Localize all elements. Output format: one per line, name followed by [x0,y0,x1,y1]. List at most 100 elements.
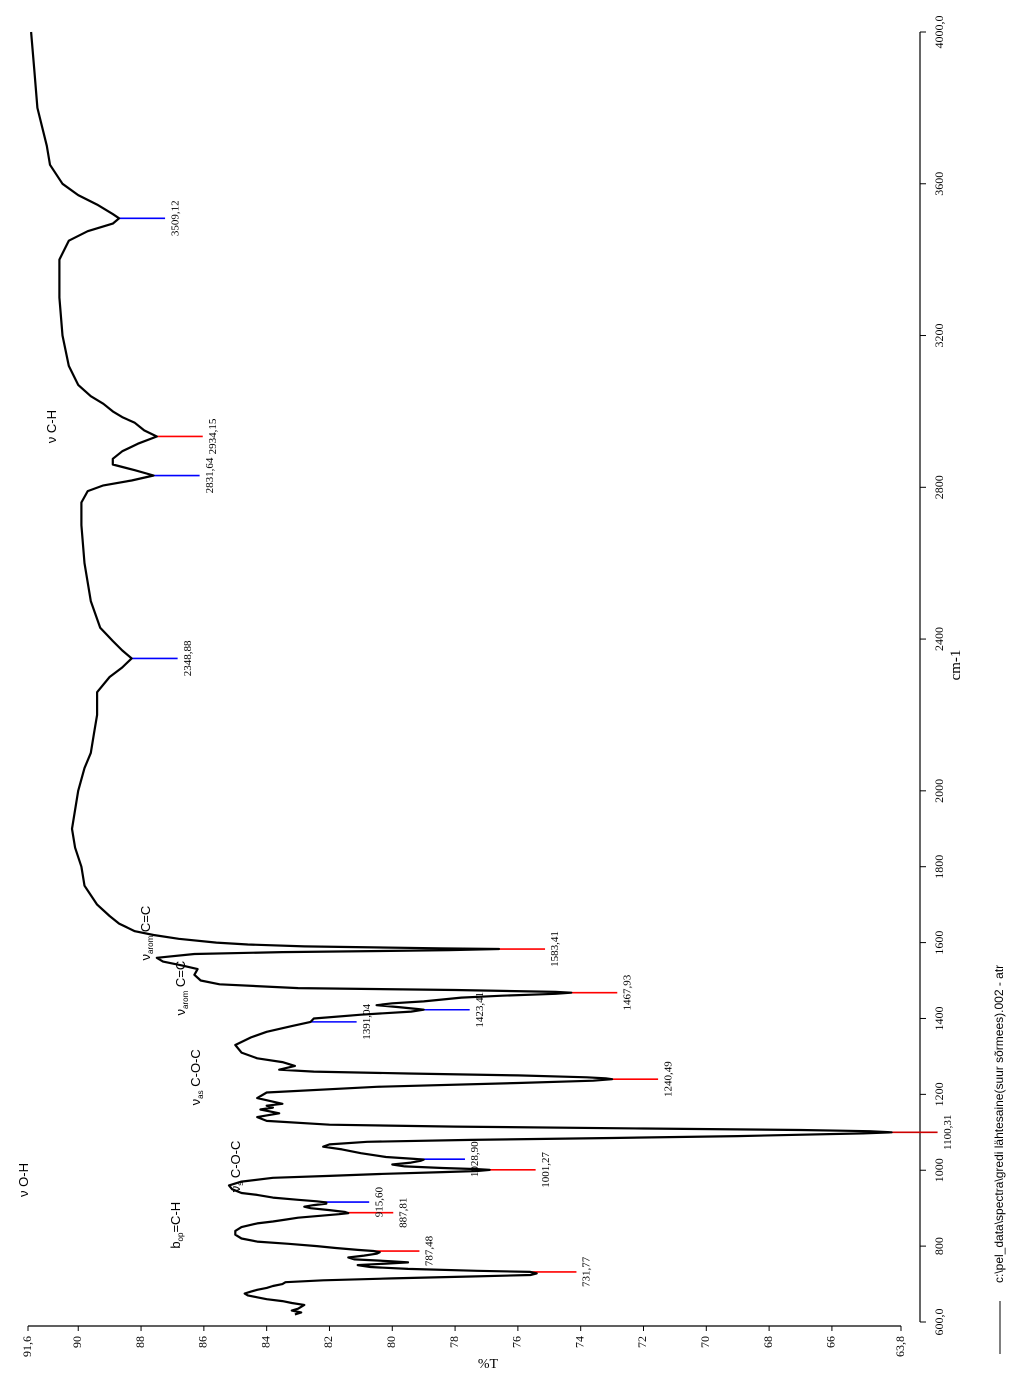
x-tick-label: 4000,0 [932,16,946,49]
peak-label-group: 1240,49 [662,1061,674,1097]
x-tick-label: 800 [932,1237,946,1255]
band-annotation-label: ν O-H [16,1163,31,1197]
y-tick-label-group: 80 [384,1336,398,1348]
band-annotation: νas C-O-C [188,1049,205,1105]
peak-label-group: 1467,93 [621,974,633,1010]
y-tick-label-group: 70 [698,1336,712,1348]
y-tick-label-group: 84 [258,1336,272,1348]
peak-label: 1001,27 [540,1151,552,1187]
x-tick-label: 1000 [932,1158,946,1182]
y-tick-label-group: 86 [196,1336,210,1348]
x-tick-label-group: 3200 [932,324,946,348]
y-tick-label-group: 66 [824,1336,838,1348]
y-tick-label-group: 82 [321,1336,335,1348]
x-tick-label-group: 2000 [932,779,946,803]
y-tick-label: 91,6 [20,1336,34,1357]
band-annotation: νs C-O-C [228,1141,245,1193]
band-annotation: ν O-H [16,1163,31,1197]
peak-label: 1028,90 [469,1141,481,1177]
peak-label: 1100,31 [942,1115,954,1150]
y-tick-label-group: 90 [70,1336,84,1348]
peak-label: 2831,64 [204,457,216,493]
peak-label-group: 1423,41 [474,992,486,1028]
y-tick-label-group: 68 [761,1336,775,1348]
band-annotation: νarom C=C [173,961,190,1016]
peak-label-group: 2348,88 [182,640,194,676]
x-tick-label-group: 1200 [932,1082,946,1106]
x-tick-label: 3600 [932,172,946,196]
x-tick-label: 1600 [932,931,946,955]
y-tick-label-group: 63,8 [893,1336,907,1357]
y-tick-label-group: 74 [572,1336,586,1348]
x-tick-label-group: 1000 [932,1158,946,1182]
x-tick-label: 2000 [932,779,946,803]
y-tick-label: 72 [635,1336,649,1348]
peak-label: 2934,15 [207,418,219,454]
axes [28,32,921,1327]
x-tick-label-group: 3600 [932,172,946,196]
peak-label: 2348,88 [182,640,194,676]
peak-label-group: 1001,27 [540,1151,552,1187]
x-tick-label: 1400 [932,1006,946,1030]
x-tick-label-group: 800 [932,1237,946,1255]
y-tick-label: 63,8 [893,1336,907,1357]
x-tick-label-group: 2400 [932,627,946,651]
x-tick-label-group: 4000,0 [932,16,946,49]
peak-label: 915,60 [373,1186,385,1217]
x-tick-label: 2400 [932,627,946,651]
y-tick-label: 84 [258,1336,272,1348]
y-tick-label: 82 [321,1336,335,1348]
peak-label: 1467,93 [621,974,633,1010]
y-tick-label: 88 [133,1336,147,1348]
peak-label-group: 1100,31 [942,1115,954,1150]
peak-label-group: 3509,12 [169,200,181,236]
band-annotation-label: ν C-H [44,410,59,443]
x-tick-label-group: 1800 [932,855,946,879]
y-tick-label: 66 [824,1336,838,1348]
y-tick-label-group: 72 [635,1336,649,1348]
peak-label-group: 1391,04 [361,1004,373,1040]
x-tick-label: 3200 [932,324,946,348]
band-annotation-label: νarom C=C [138,906,155,961]
peak-label: 1423,41 [474,992,486,1028]
peak-label-group: 2831,64 [204,457,216,493]
peak-label-group: 731,77 [581,1256,593,1287]
peak-label: 3509,12 [169,200,181,236]
x-tick-label: 2800 [932,475,946,499]
y-tick-label: 74 [572,1336,586,1348]
x-axis-title-text: cm-1 [948,650,964,681]
y-tick-label: 70 [698,1336,712,1348]
peak-markers [119,217,938,1273]
peak-label-group: 1583,41 [549,931,561,967]
peak-label-group: 787,48 [424,1235,436,1266]
peak-label: 1583,41 [549,931,561,967]
peak-label: 787,48 [424,1235,436,1266]
peak-label-group: 1028,90 [469,1141,481,1177]
y-tick-label-group: 91,6 [20,1336,34,1357]
x-axis-ticks: 4000,0 3600 3200 2800 2400 2000 1800 1600 1400 12… [920,16,946,1336]
y-tick-label: 78 [447,1336,461,1348]
band-annotation-label: νas C-O-C [188,1049,205,1105]
peak-label: 887,81 [397,1198,409,1228]
y-tick-label: 76 [510,1336,524,1348]
x-tick-label-group: 1600 [932,931,946,955]
peak-label: 731,77 [581,1256,593,1287]
x-axis-title: cm-1 [948,650,964,681]
spectrum-line [30,31,893,1316]
peak-label-group: 2934,15 [207,418,219,454]
peak-label: 1391,04 [361,1004,373,1040]
band-annotation: ν C-H [44,410,59,443]
y-tick-label-group: 78 [447,1336,461,1348]
peak-label-group: 887,81 [397,1198,409,1228]
y-tick-label-group: 88 [133,1336,147,1348]
band-annotation: νarom C=C [138,906,155,961]
legend: c:\pel_data\spectra\gredi lähtesaine(suu… [992,965,1006,1354]
band-annotation-label: bop=C-H [168,1202,185,1249]
y-axis-title-text: %T [478,1357,499,1372]
peak-label-group: 915,60 [373,1186,385,1217]
x-tick-label-group: 600,0 [932,1309,946,1336]
x-tick-label: 1800 [932,855,946,879]
peak-label: 1240,49 [662,1061,674,1097]
band-annotations: ν O-H ν C-H νarom C=C νarom C=C νas C-O-C νs … [16,410,245,1249]
